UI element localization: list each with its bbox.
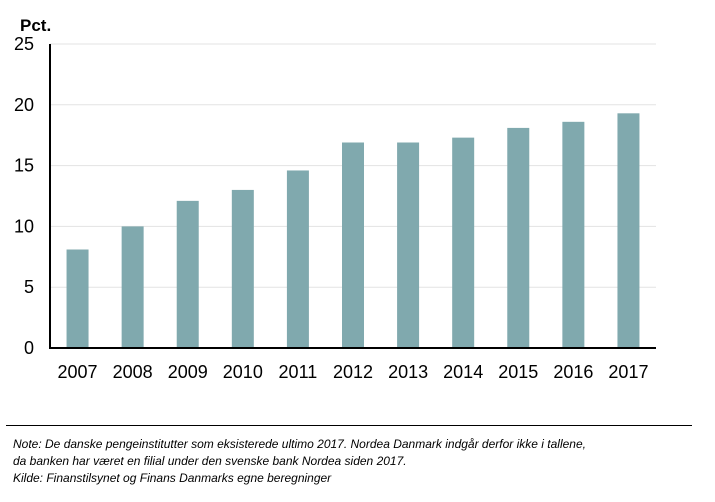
x-tick-label-2010: 2010 bbox=[223, 362, 263, 382]
y-tick-label: 5 bbox=[24, 277, 34, 297]
x-tick-label-2009: 2009 bbox=[168, 362, 208, 382]
x-tick-label-2013: 2013 bbox=[388, 362, 428, 382]
x-tick-label-2014: 2014 bbox=[443, 362, 483, 382]
x-tick-label-2007: 2007 bbox=[58, 362, 98, 382]
y-tick-label: 20 bbox=[14, 95, 34, 115]
bar-chart: Pct. 0 5 10 15 20 25 2007 2008 2009 2010 2011 2012… bbox=[14, 16, 656, 382]
y-tick-label: 15 bbox=[14, 156, 34, 176]
bar-2009 bbox=[176, 200, 199, 348]
bar-2011 bbox=[286, 170, 309, 348]
x-tick-label-2012: 2012 bbox=[333, 362, 373, 382]
bar-2014 bbox=[452, 137, 475, 348]
source-line: Kilde: Finanstilsynet og Finans Danmarks… bbox=[13, 471, 332, 485]
x-tick-labels: 2007 2008 2009 2010 2011 2012 2013 2014 2015 2016… bbox=[58, 362, 649, 382]
bar-2007 bbox=[66, 249, 89, 348]
bar-2008 bbox=[121, 226, 144, 348]
x-tick-label-2015: 2015 bbox=[498, 362, 538, 382]
bar-2015 bbox=[507, 127, 530, 349]
x-tick-label-2017: 2017 bbox=[608, 362, 648, 382]
bar-2016 bbox=[562, 121, 585, 348]
x-tick-label-2016: 2016 bbox=[553, 362, 593, 382]
y-axis-label: Pct. bbox=[20, 16, 51, 35]
x-tick-label-2008: 2008 bbox=[113, 362, 153, 382]
bars bbox=[66, 113, 640, 349]
x-tick-label-2011: 2011 bbox=[279, 362, 318, 382]
y-tick-label: 25 bbox=[14, 34, 34, 54]
y-tick-labels: 0 5 10 15 20 25 bbox=[14, 34, 34, 358]
footnote-divider bbox=[6, 425, 692, 426]
footnotes: Note: De danske pengeinstitutter som eks… bbox=[13, 436, 703, 487]
note-line-1: Note: De danske pengeinstitutter som eks… bbox=[13, 437, 586, 451]
y-tick-label: 0 bbox=[24, 338, 34, 358]
bar-2017 bbox=[617, 113, 640, 348]
y-tick-label: 10 bbox=[14, 216, 34, 236]
bar-2013 bbox=[397, 142, 420, 348]
note-line-2: da banken har været en filial under den … bbox=[13, 454, 407, 468]
bar-2010 bbox=[231, 189, 254, 348]
bar-2012 bbox=[342, 142, 364, 348]
